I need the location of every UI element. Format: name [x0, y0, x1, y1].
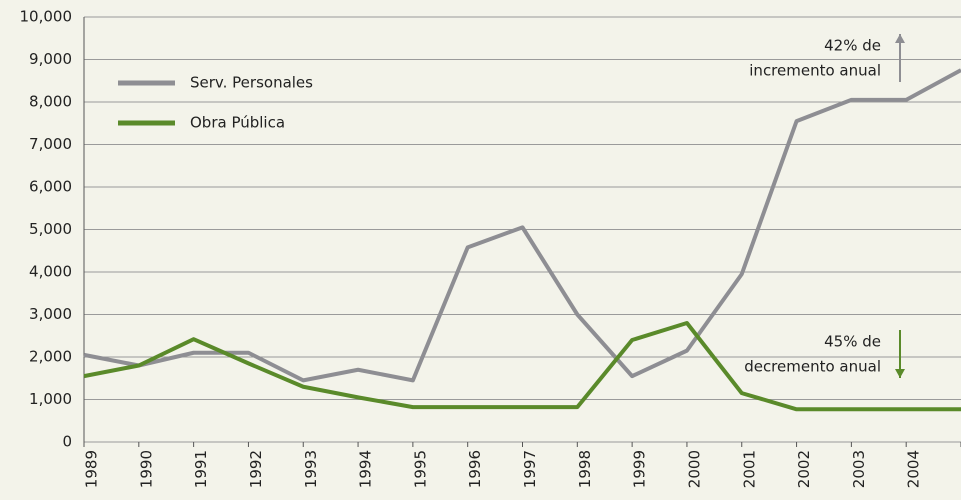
annotation: incremento anual — [749, 62, 881, 80]
y-tick-label: 9,000 — [29, 50, 72, 68]
y-tick-label: 4,000 — [29, 263, 72, 281]
x-tick-label: 2005 — [960, 450, 961, 488]
y-tick-label: 6,000 — [29, 178, 72, 196]
annotation: 42% de — [824, 37, 881, 55]
y-tick-label: 2,000 — [29, 348, 72, 366]
x-tick-label: 1994 — [357, 450, 375, 488]
annotation: 45% de — [824, 333, 881, 351]
x-tick-label: 1997 — [521, 450, 539, 488]
x-tick-label: 1992 — [247, 450, 265, 488]
x-tick-label: 2001 — [740, 450, 758, 488]
x-tick-label: 2004 — [905, 450, 923, 488]
series-line — [83, 68, 961, 383]
y-tick-label: 1,000 — [29, 390, 72, 408]
y-tick-label: 0 — [62, 433, 72, 451]
x-tick-label: 1991 — [192, 450, 210, 488]
y-tick-label: 7,000 — [29, 135, 72, 153]
x-tick-label: 1993 — [302, 450, 320, 488]
annotation-arrowhead — [895, 34, 905, 43]
x-tick-label: 1996 — [466, 450, 484, 488]
x-tick-label: 1999 — [631, 450, 649, 488]
legend-label: Serv. Personales — [190, 74, 313, 92]
x-tick-label: 1998 — [576, 450, 594, 488]
x-tick-label: 1990 — [137, 450, 155, 488]
annotation-arrowhead — [895, 369, 905, 378]
x-tick-label: 2000 — [685, 450, 703, 488]
y-tick-label: 10,000 — [20, 8, 73, 26]
legend-label: Obra Pública — [190, 114, 285, 132]
series-line — [83, 321, 961, 412]
x-tick-label: 1989 — [83, 450, 101, 488]
y-tick-label: 3,000 — [29, 305, 72, 323]
y-tick-label: 8,000 — [29, 93, 72, 111]
x-tick-label: 2002 — [795, 450, 813, 488]
y-tick-label: 5,000 — [29, 220, 72, 238]
x-tick-label: 1995 — [411, 450, 429, 488]
x-tick-label: 2003 — [850, 450, 868, 488]
annotation: decremento anual — [744, 358, 881, 376]
